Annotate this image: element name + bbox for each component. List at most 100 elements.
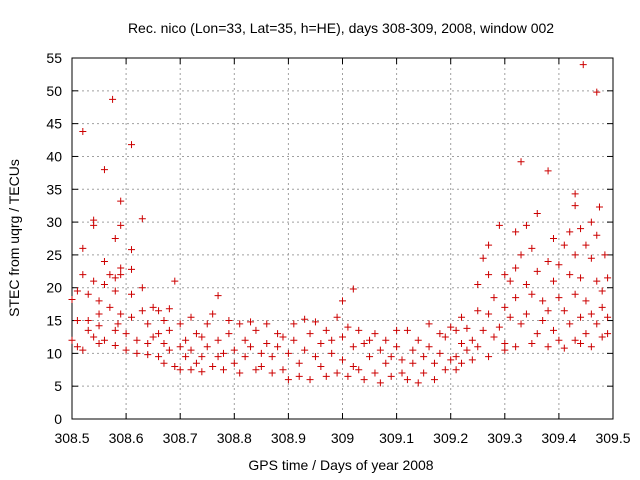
x-tick-label: 309.5 [595, 430, 630, 446]
data-point [160, 340, 168, 348]
y-tick-label: 20 [46, 280, 62, 296]
data-point [452, 326, 460, 334]
data-point [176, 343, 184, 351]
data-point [577, 225, 585, 233]
data-point [295, 359, 303, 367]
data-point [382, 359, 390, 367]
data-point [436, 330, 444, 338]
data-point [198, 368, 206, 376]
data-point [114, 320, 122, 328]
data-point [171, 362, 179, 370]
data-point [236, 369, 244, 377]
x-tick-label: 309.1 [379, 430, 414, 446]
data-point [133, 349, 141, 357]
data-point [349, 285, 357, 293]
data-point [549, 277, 557, 285]
data-point [582, 241, 590, 249]
data-point [306, 330, 314, 338]
y-tick-label: 45 [46, 116, 62, 132]
data-point [109, 95, 117, 103]
data-point [187, 346, 195, 354]
data-point [241, 336, 249, 344]
data-point [528, 244, 536, 252]
data-point [517, 158, 525, 166]
data-point [279, 366, 287, 374]
data-point [117, 310, 125, 318]
data-point [577, 274, 585, 282]
data-point [84, 290, 92, 298]
data-point [587, 218, 595, 226]
y-tick-label: 25 [46, 247, 62, 263]
data-point [144, 351, 152, 359]
data-point [117, 271, 125, 279]
data-point [436, 349, 444, 357]
data-point [517, 251, 525, 259]
data-point [165, 326, 173, 334]
data-point [100, 166, 108, 174]
data-point [441, 366, 449, 374]
data-point [268, 369, 276, 377]
x-tick-label: 309.4 [541, 430, 576, 446]
x-tick-label: 308.9 [271, 430, 306, 446]
data-point [209, 310, 217, 318]
data-point [560, 344, 568, 352]
data-point [182, 336, 190, 344]
data-point [79, 271, 87, 279]
data-point [117, 221, 125, 229]
data-point [403, 376, 411, 384]
data-point [452, 366, 460, 374]
data-point [111, 341, 119, 349]
x-tick-label: 308.8 [217, 430, 252, 446]
data-point [544, 167, 552, 175]
data-point [68, 336, 76, 344]
data-point [409, 359, 417, 367]
data-point [198, 353, 206, 361]
data-point [533, 210, 541, 218]
data-point [528, 290, 536, 298]
data-point [566, 271, 574, 279]
data-point [192, 330, 200, 338]
data-point [90, 277, 98, 285]
data-point [322, 326, 330, 334]
data-point [333, 313, 341, 321]
data-point [414, 379, 422, 387]
data-point [595, 203, 603, 211]
data-point [501, 303, 509, 311]
data-point [95, 310, 103, 318]
data-point [420, 353, 428, 361]
data-point [311, 318, 319, 326]
data-point [100, 257, 108, 265]
data-point [79, 244, 87, 252]
data-point [344, 372, 352, 380]
data-point [192, 359, 200, 367]
data-point [485, 353, 493, 361]
data-point [495, 323, 503, 331]
axis-ticks [71, 57, 614, 420]
data-point [122, 346, 130, 354]
data-point [279, 333, 287, 341]
data-point [73, 343, 81, 351]
data-point [577, 340, 585, 348]
x-axis-label: GPS time / Days of year 2008 [248, 457, 433, 473]
data-point [387, 353, 395, 361]
data-point [290, 320, 298, 328]
data-point [485, 241, 493, 249]
data-point [68, 296, 76, 304]
data-point [128, 141, 136, 149]
data-point [128, 313, 136, 321]
data-point [544, 307, 552, 315]
data-point [203, 320, 211, 328]
data-point [571, 336, 579, 344]
data-point [111, 326, 119, 334]
data-point [566, 320, 574, 328]
data-point [144, 340, 152, 348]
data-point [598, 303, 606, 311]
x-tick-label: 309.3 [487, 430, 522, 446]
data-point [474, 343, 482, 351]
data-point [555, 294, 563, 302]
data-point [522, 280, 530, 288]
y-axis-tick-labels: 0 5 10 15 20 25 30 35 40 45 50 55 [46, 50, 62, 427]
data-point [252, 366, 260, 374]
data-point [165, 346, 173, 354]
data-point [355, 326, 363, 334]
